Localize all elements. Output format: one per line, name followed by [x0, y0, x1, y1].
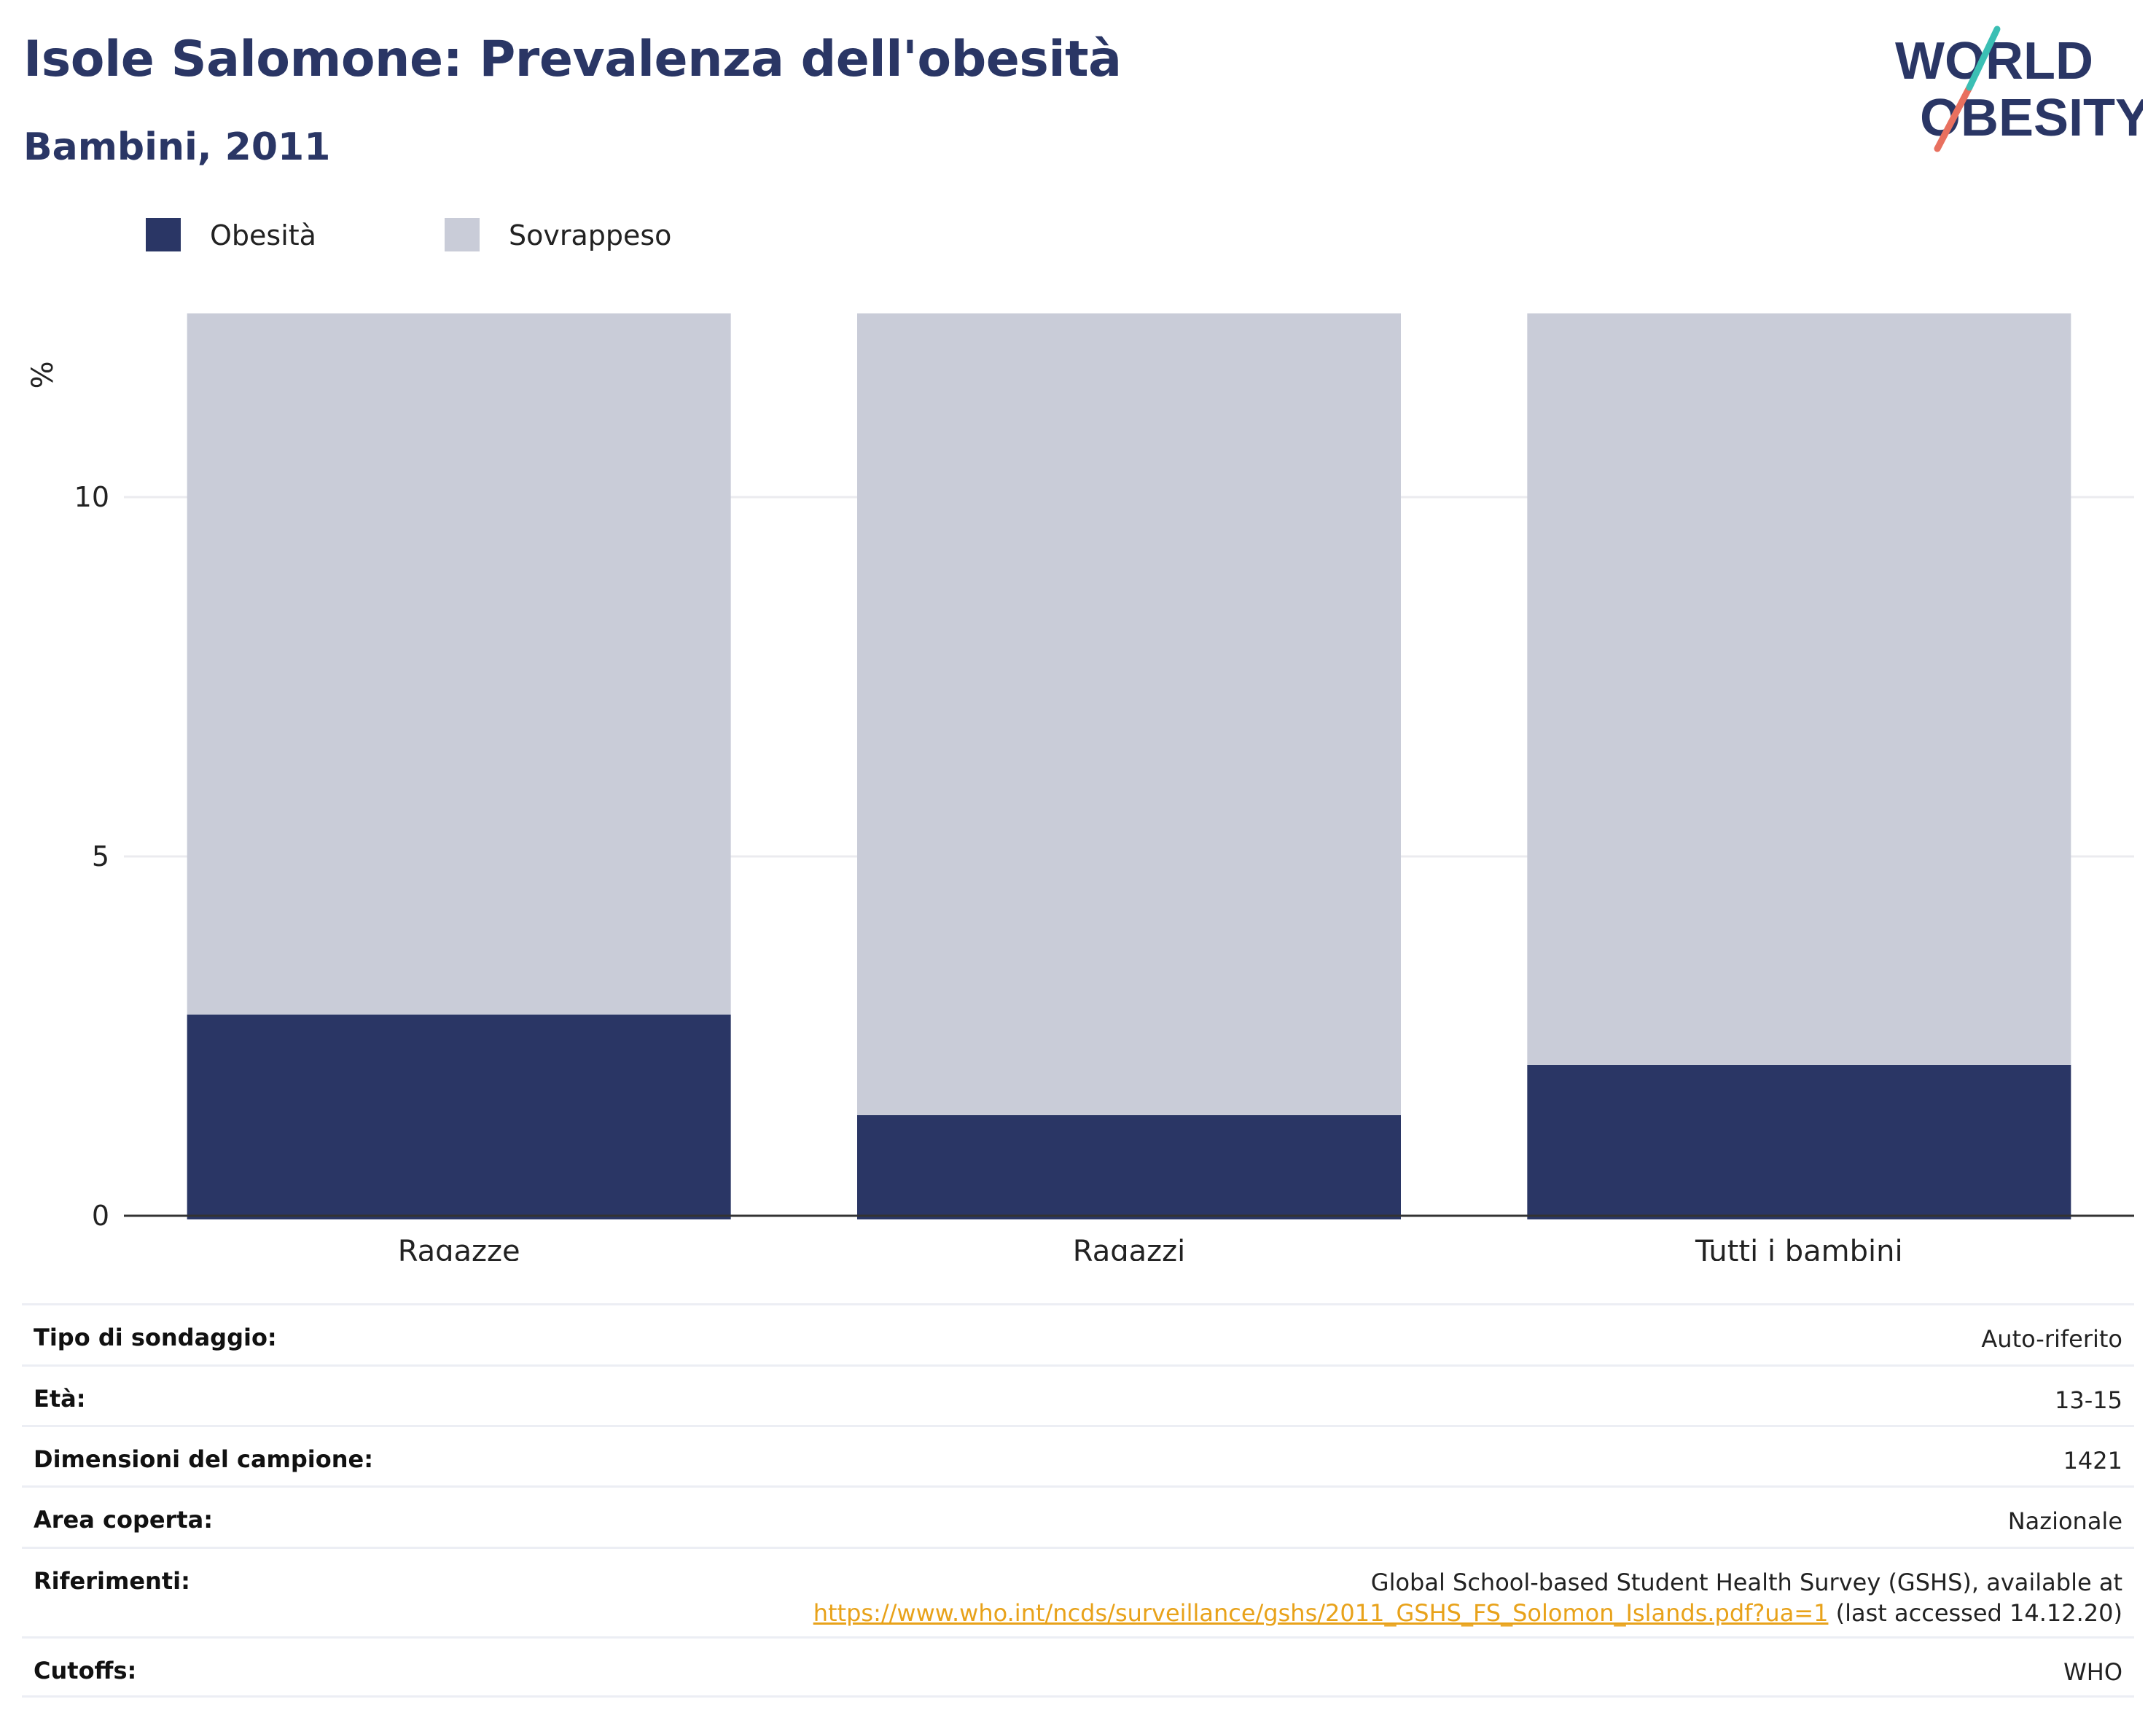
bar-obesity-0	[187, 1014, 731, 1219]
references-link[interactable]: https://www.who.int/ncds/surveillance/gs…	[813, 1599, 1829, 1627]
legend-swatch-obesity	[146, 218, 181, 251]
bar-obesity-1	[857, 1114, 1401, 1219]
y-axis-title: %	[26, 361, 60, 388]
meta-value: 13-15	[2055, 1386, 2122, 1414]
meta-label: Area coperta:	[34, 1506, 214, 1534]
meta-row-references: Riferimenti: Global School-based Student…	[22, 1547, 2134, 1636]
meta-row-area: Area coperta: Nazionale	[22, 1485, 2134, 1547]
world-obesity-logo: WORLD OBESITY	[1895, 26, 2143, 152]
legend-label-overweight: Sovrappeso	[509, 219, 672, 251]
meta-label: Riferimenti:	[34, 1567, 190, 1595]
legend-label-obesity: Obesità	[210, 219, 316, 251]
bar-overweight-1	[857, 313, 1401, 1115]
bar-obesity-2	[1527, 1064, 2071, 1219]
meta-value: Auto-riferito	[1981, 1325, 2122, 1353]
meta-label: Tipo di sondaggio:	[34, 1324, 277, 1351]
meta-label: Età:	[34, 1385, 86, 1413]
meta-label: Cutoffs:	[34, 1657, 137, 1684]
meta-row-sample-size: Dimensioni del campione: 1421	[22, 1425, 2134, 1485]
meta-value: Nazionale	[2007, 1507, 2122, 1535]
y-tick-label: 0	[92, 1200, 109, 1232]
legend-swatch-overweight	[445, 218, 480, 251]
meta-row-age: Età: 13-15	[22, 1364, 2134, 1425]
references-accessed: (last accessed 14.12.20)	[1835, 1599, 2122, 1627]
bar-overweight-0	[187, 313, 731, 1015]
meta-value: WHO	[2063, 1658, 2122, 1686]
metadata-table: Tipo di sondaggio: Auto-riferito Età: 13…	[22, 1303, 2134, 1698]
meta-label: Dimensioni del campione:	[34, 1445, 374, 1473]
chart-subtitle: Bambini, 2011	[23, 125, 331, 169]
meta-row-survey-type: Tipo di sondaggio: Auto-riferito	[22, 1303, 2134, 1364]
x-tick-label: Ragazzi	[1073, 1235, 1185, 1261]
y-tick-label: 5	[92, 840, 109, 872]
y-tick-label: 10	[74, 481, 109, 513]
references-value: Global School-based Student Health Surve…	[813, 1567, 2122, 1628]
chart-title: Isole Salomone: Prevalenza dell'obesità	[23, 31, 1122, 88]
x-tick-label: Tutti i bambini	[1695, 1235, 1903, 1261]
meta-row-cutoffs: Cutoffs: WHO	[22, 1636, 2134, 1698]
bar-overweight-2	[1527, 313, 2071, 1065]
references-text: Global School-based Student Health Surve…	[1370, 1569, 2122, 1596]
meta-value: 1421	[2063, 1447, 2122, 1475]
x-tick-label: Ragazze	[398, 1235, 520, 1261]
